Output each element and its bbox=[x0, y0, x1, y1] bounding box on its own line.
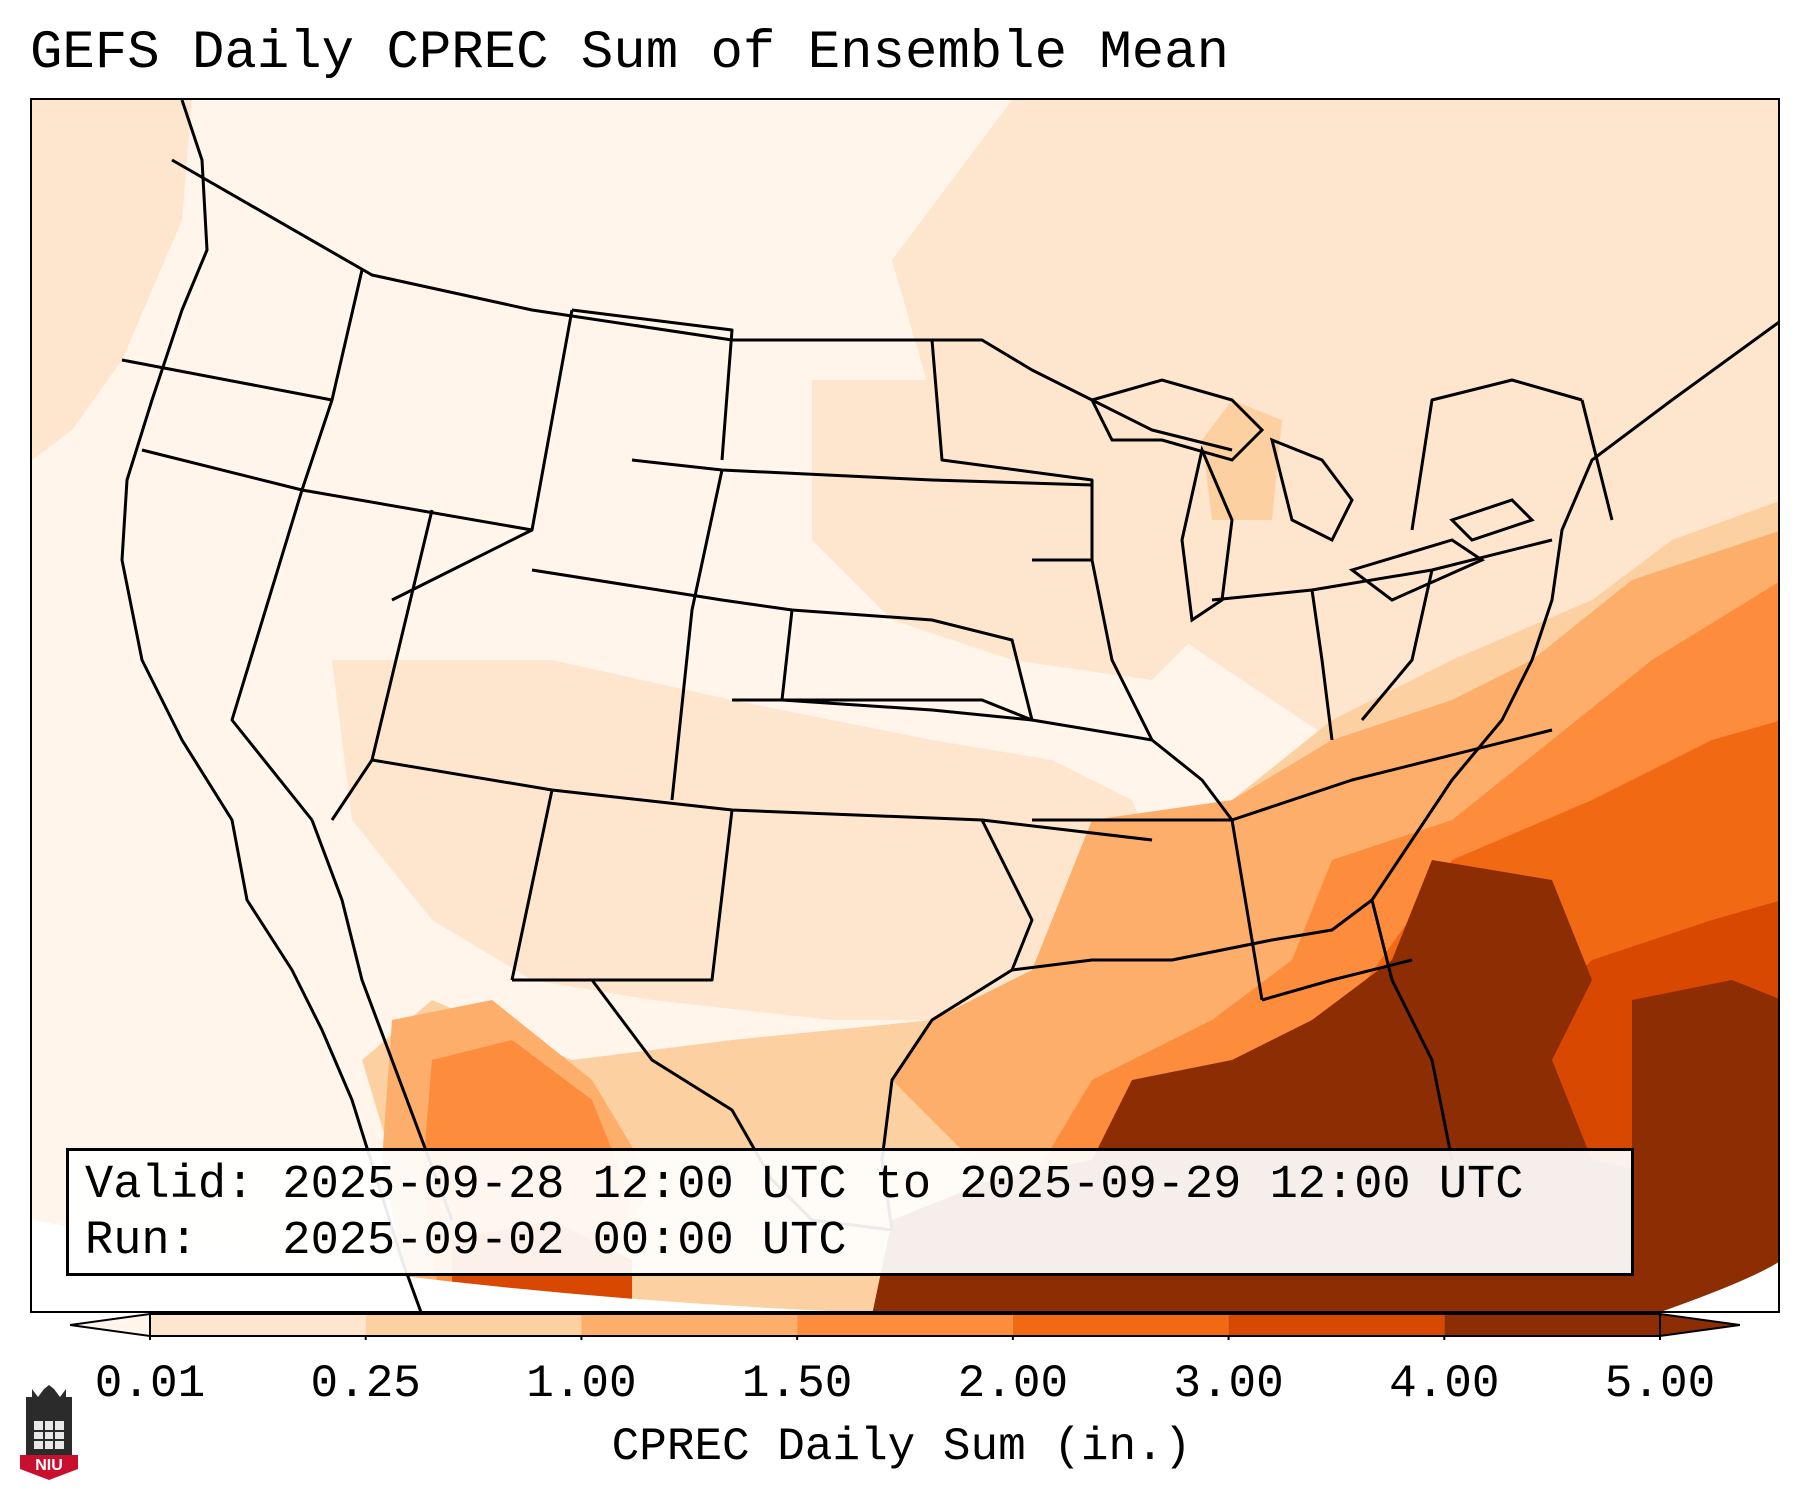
colorbar-ticks bbox=[149, 1336, 1661, 1340]
colorbar-tick-label: 5.00 bbox=[1604, 1358, 1716, 1410]
colorbar-outline bbox=[149, 1313, 1661, 1337]
colorbar-segment bbox=[1228, 1314, 1445, 1336]
colorbar-tick-label: 0.25 bbox=[310, 1358, 421, 1410]
colorbar-tick-label: 0.01 bbox=[94, 1358, 206, 1410]
precip-map bbox=[32, 100, 1778, 1311]
colorbar-tick-label: 4.00 bbox=[1389, 1358, 1500, 1410]
logo-text: NIU bbox=[35, 1457, 63, 1474]
niu-tower-logo: NIU bbox=[20, 1385, 78, 1480]
colorbar-segment bbox=[581, 1314, 798, 1336]
colorbar-segment bbox=[1012, 1314, 1229, 1336]
colorbar-tick-label: 1.50 bbox=[741, 1358, 853, 1410]
valid-run-info-box: Valid: 2025-09-28 12:00 UTC to 2025-09-2… bbox=[66, 1148, 1634, 1276]
colorbar-tick-label: 2.00 bbox=[957, 1358, 1069, 1410]
precip-field bbox=[32, 100, 1778, 1311]
colorbar-tick-label: 3.00 bbox=[1173, 1358, 1284, 1410]
colorbar bbox=[70, 1312, 1740, 1340]
colorbar-label: CPREC Daily Sum (in.) bbox=[611, 1421, 1192, 1473]
colorbar-segments bbox=[70, 1312, 1740, 1338]
colorbar-segment bbox=[365, 1314, 582, 1336]
chart-title: GEFS Daily CPREC Sum of Ensemble Mean bbox=[30, 23, 1229, 84]
valid-time-text: Valid: 2025-09-28 12:00 UTC to 2025-09-2… bbox=[85, 1159, 1524, 1212]
colorbar-segment bbox=[1444, 1314, 1660, 1336]
colorbar-extend-min bbox=[70, 1312, 151, 1338]
run-time-text: Run: 2025-09-02 00:00 UTC bbox=[85, 1215, 847, 1268]
map-panel bbox=[30, 98, 1780, 1313]
state-borders bbox=[120, 100, 1778, 1311]
colorbar-segment bbox=[150, 1314, 366, 1336]
colorbar-segment bbox=[797, 1314, 1013, 1336]
colorbar-extend-max bbox=[1659, 1312, 1740, 1338]
great-lakes bbox=[1089, 378, 1535, 623]
colorbar-tick-label: 1.00 bbox=[526, 1358, 637, 1410]
